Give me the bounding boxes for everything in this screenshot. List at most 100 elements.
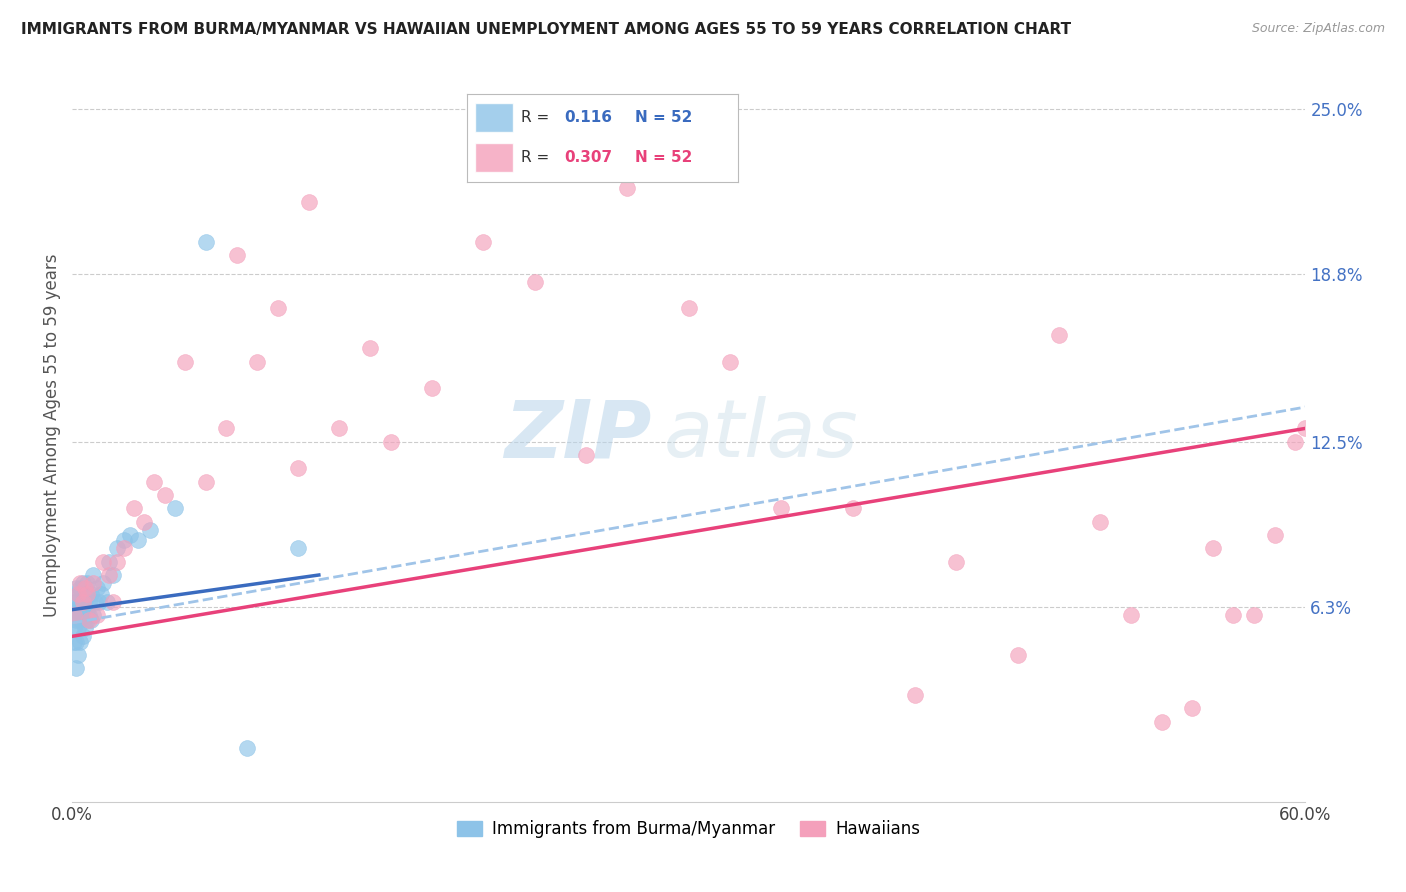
Point	[91, 576, 114, 591]
Point	[118, 528, 141, 542]
Point	[98, 568, 121, 582]
Point	[72, 594, 94, 608]
Point	[1202, 541, 1225, 556]
Point	[67, 621, 90, 635]
Point	[174, 355, 197, 369]
Point	[65, 613, 87, 627]
Text: Source: ZipAtlas.com: Source: ZipAtlas.com	[1251, 22, 1385, 36]
Point	[65, 661, 87, 675]
Point	[73, 607, 96, 622]
Point	[91, 555, 114, 569]
Point	[65, 602, 87, 616]
Point	[1088, 515, 1111, 529]
Point	[225, 248, 247, 262]
Point	[139, 523, 162, 537]
Point	[77, 594, 100, 608]
Point	[359, 342, 381, 356]
Point	[297, 194, 319, 209]
Point	[82, 576, 104, 591]
Point	[63, 607, 86, 622]
Point	[67, 587, 90, 601]
Point	[63, 634, 86, 648]
Point	[246, 355, 269, 369]
Point	[127, 533, 149, 548]
Legend: Immigrants from Burma/Myanmar, Hawaiians: Immigrants from Burma/Myanmar, Hawaiians	[450, 814, 927, 845]
Point	[718, 355, 741, 369]
Point	[194, 475, 217, 489]
Point	[73, 587, 96, 601]
Point	[523, 275, 546, 289]
Point	[236, 741, 259, 756]
Point	[1119, 607, 1142, 622]
Point	[90, 587, 112, 601]
Text: ZIP: ZIP	[505, 396, 652, 474]
Point	[86, 607, 108, 622]
Point	[76, 587, 98, 601]
Point	[67, 648, 90, 662]
Point	[69, 613, 91, 627]
Point	[380, 434, 402, 449]
Point	[72, 576, 94, 591]
Point	[1294, 421, 1316, 435]
Point	[72, 607, 94, 622]
Text: atlas: atlas	[664, 396, 859, 474]
Point	[678, 301, 700, 316]
Point	[67, 607, 90, 622]
Point	[69, 602, 91, 616]
Point	[82, 607, 104, 622]
Point	[770, 501, 793, 516]
Point	[73, 582, 96, 596]
Point	[98, 555, 121, 569]
Point	[83, 594, 105, 608]
Point	[63, 621, 86, 635]
Point	[67, 599, 90, 614]
Point	[76, 576, 98, 591]
Point	[65, 594, 87, 608]
Point	[472, 235, 495, 249]
Point	[287, 541, 309, 556]
Point	[1264, 528, 1286, 542]
Point	[80, 587, 103, 601]
Point	[73, 621, 96, 635]
Point	[1222, 607, 1244, 622]
Point	[1007, 648, 1029, 662]
Point	[163, 501, 186, 516]
Point	[1284, 434, 1306, 449]
Y-axis label: Unemployment Among Ages 55 to 59 years: Unemployment Among Ages 55 to 59 years	[44, 253, 60, 616]
Point	[616, 181, 638, 195]
Text: IMMIGRANTS FROM BURMA/MYANMAR VS HAWAIIAN UNEMPLOYMENT AMONG AGES 55 TO 59 YEARS: IMMIGRANTS FROM BURMA/MYANMAR VS HAWAIIA…	[21, 22, 1071, 37]
Point	[77, 613, 100, 627]
Point	[143, 475, 166, 489]
Point	[328, 421, 350, 435]
Point	[103, 594, 125, 608]
Point	[69, 576, 91, 591]
Point	[153, 488, 176, 502]
Point	[842, 501, 865, 516]
Point	[65, 634, 87, 648]
Point	[1047, 328, 1070, 343]
Point	[72, 629, 94, 643]
Point	[112, 541, 135, 556]
Point	[86, 582, 108, 596]
Point	[107, 555, 129, 569]
Point	[1181, 701, 1204, 715]
Point	[267, 301, 290, 316]
Point	[194, 235, 217, 249]
Point	[122, 501, 145, 516]
Point	[82, 568, 104, 582]
Point	[103, 568, 125, 582]
Point	[72, 594, 94, 608]
Point	[96, 594, 118, 608]
Point	[575, 448, 598, 462]
Point	[1243, 607, 1265, 622]
Point	[69, 634, 91, 648]
Point	[76, 613, 98, 627]
Point	[112, 533, 135, 548]
Point	[945, 555, 967, 569]
Point	[77, 607, 100, 622]
Point	[1150, 714, 1173, 729]
Point	[904, 688, 927, 702]
Point	[63, 607, 86, 622]
Point	[420, 381, 443, 395]
Point	[69, 582, 91, 596]
